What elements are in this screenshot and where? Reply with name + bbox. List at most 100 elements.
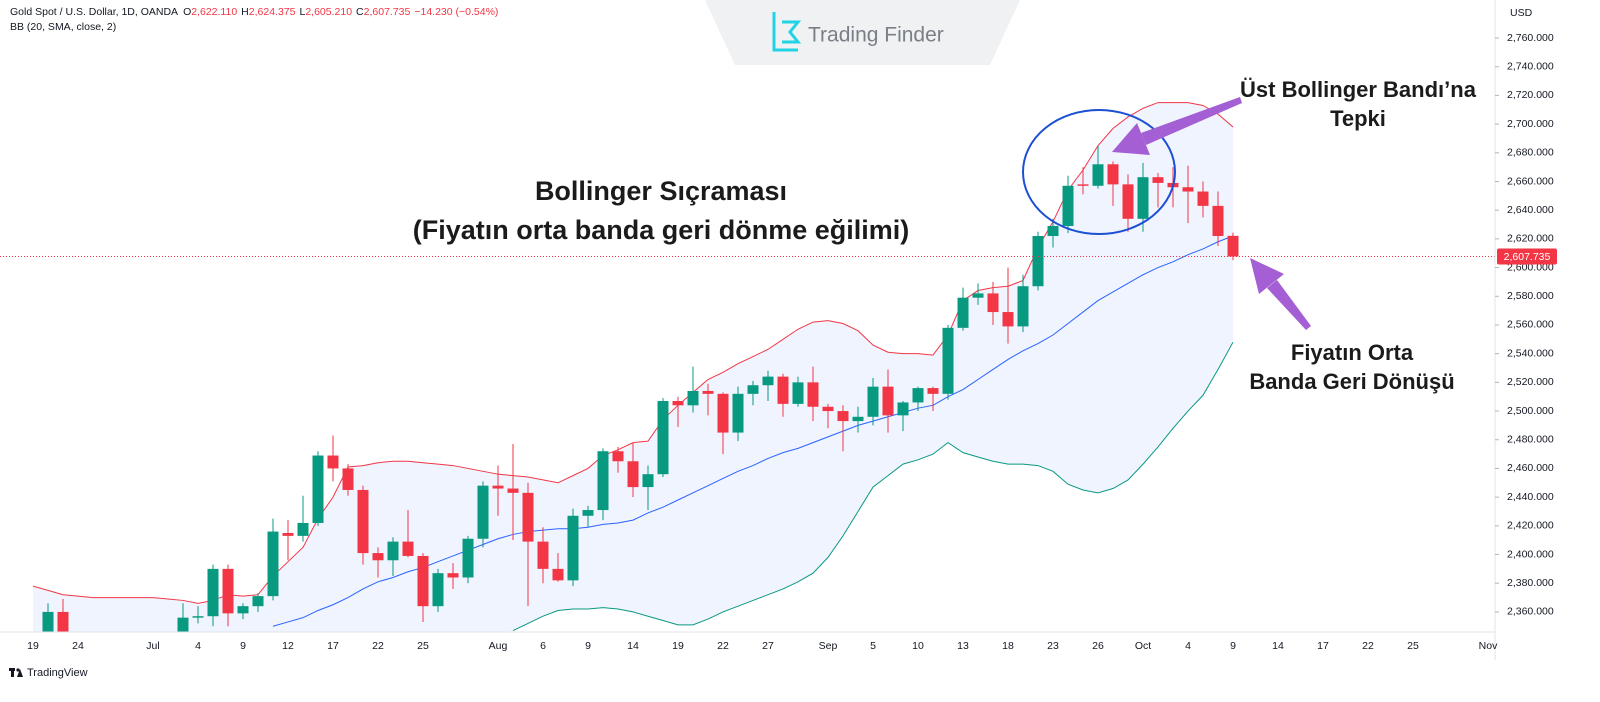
x-tick-label: Jul bbox=[146, 640, 159, 652]
candle-body bbox=[1197, 191, 1209, 206]
candle-body bbox=[462, 538, 474, 578]
x-tick-label: 18 bbox=[1002, 640, 1014, 652]
candle-body bbox=[972, 293, 984, 298]
candle-body bbox=[57, 611, 69, 632]
band-fill bbox=[33, 102, 1233, 632]
candle-body bbox=[987, 293, 999, 313]
x-tick-label: 9 bbox=[585, 640, 591, 652]
y-tick-label: 2,740.000 bbox=[1507, 60, 1554, 72]
candle-body bbox=[252, 596, 264, 607]
y-tick-label: 2,500.000 bbox=[1507, 405, 1554, 417]
y-tick-label: 2,380.000 bbox=[1507, 577, 1554, 589]
indicator-label: BB (20, SMA, close, 2) bbox=[10, 21, 116, 33]
currency-label: USD bbox=[1510, 7, 1533, 19]
candle-body bbox=[1122, 184, 1134, 219]
candle-body bbox=[1047, 225, 1059, 237]
candle-body bbox=[327, 455, 339, 469]
candle-body bbox=[732, 393, 744, 433]
y-tick-label: 2,540.000 bbox=[1507, 347, 1554, 359]
x-tick-label: Aug bbox=[489, 640, 508, 652]
candle-body bbox=[192, 616, 204, 618]
y-tick-label: 2,420.000 bbox=[1507, 520, 1554, 532]
candle-body bbox=[882, 386, 894, 416]
candle-body bbox=[282, 533, 294, 536]
candle-body bbox=[177, 617, 189, 632]
candle-body bbox=[297, 522, 309, 536]
x-tick-label: 26 bbox=[1092, 640, 1104, 652]
candle-body bbox=[702, 390, 714, 394]
candle-body bbox=[1107, 164, 1119, 185]
y-tick-label: 2,660.000 bbox=[1507, 175, 1554, 187]
candle-body bbox=[687, 390, 699, 406]
candle-body bbox=[1017, 286, 1029, 327]
candle-body bbox=[792, 382, 804, 404]
candle-body bbox=[537, 541, 549, 569]
x-tick-label: 25 bbox=[417, 640, 429, 652]
candle-body bbox=[402, 541, 414, 556]
x-tick-label: 10 bbox=[912, 640, 924, 652]
y-tick-label: 2,700.000 bbox=[1507, 118, 1554, 130]
candle-body bbox=[492, 485, 504, 489]
annotation: Üst Bollinger Bandı’na bbox=[1240, 77, 1477, 102]
candle-body bbox=[312, 455, 324, 523]
candle-body bbox=[672, 401, 684, 406]
y-tick-label: 2,440.000 bbox=[1507, 491, 1554, 503]
candle-body bbox=[762, 376, 774, 386]
x-tick-label: 19 bbox=[672, 640, 684, 652]
y-tick-label: 2,640.000 bbox=[1507, 204, 1554, 216]
candle-body bbox=[837, 411, 849, 422]
arrow bbox=[1112, 97, 1242, 155]
x-tick-label: 14 bbox=[627, 640, 639, 652]
candle-body bbox=[567, 515, 579, 581]
candle-body bbox=[717, 393, 729, 433]
candle-body bbox=[807, 382, 819, 407]
candle-body bbox=[522, 492, 534, 542]
watermark-text: Trading Finder bbox=[808, 24, 944, 47]
candle-body bbox=[777, 376, 789, 404]
ohlc-key: C bbox=[356, 6, 364, 18]
candle-body bbox=[207, 568, 219, 617]
footer-brand: TradingView bbox=[27, 667, 88, 679]
x-tick-label: Oct bbox=[1135, 640, 1151, 652]
symbol: Gold Spot / U.S. Dollar, 1D, OANDA bbox=[10, 6, 178, 18]
x-tick-label: 22 bbox=[1362, 640, 1374, 652]
candle-body bbox=[1077, 184, 1089, 186]
plot-area bbox=[0, 102, 1495, 632]
ohlc-value: 2,605.210 bbox=[305, 6, 352, 18]
x-tick-label: 4 bbox=[195, 640, 201, 652]
candle-body bbox=[1092, 164, 1104, 186]
candle-body bbox=[267, 531, 279, 597]
x-tick-label: 22 bbox=[717, 640, 729, 652]
ohlc-key: L bbox=[299, 6, 305, 18]
y-tick-label: 2,400.000 bbox=[1507, 548, 1554, 560]
candle-body bbox=[1032, 236, 1044, 287]
candle-body bbox=[642, 474, 654, 488]
ohlc-value: 2,622.110 bbox=[191, 6, 237, 18]
candle-body bbox=[597, 451, 609, 511]
candle-body bbox=[1212, 205, 1224, 237]
annotation: Tepki bbox=[1330, 106, 1386, 131]
y-tick-label: 2,720.000 bbox=[1507, 89, 1554, 101]
candle-body bbox=[1152, 177, 1164, 183]
x-tick-label: 12 bbox=[282, 640, 294, 652]
y-tick-label: 2,680.000 bbox=[1507, 147, 1554, 159]
watermark-logo-icon bbox=[772, 12, 802, 52]
last-price-box bbox=[1497, 248, 1557, 265]
ohlc-key: H bbox=[241, 6, 249, 18]
ohlc-key: O bbox=[183, 6, 191, 18]
annotation: Fiyatın Orta bbox=[1291, 340, 1414, 365]
candle-body bbox=[1137, 177, 1149, 219]
y-tick-label: 2,360.000 bbox=[1507, 606, 1554, 618]
candle-body bbox=[1002, 312, 1014, 327]
y-tick-label: 2,560.000 bbox=[1507, 319, 1554, 331]
candle-body bbox=[342, 468, 354, 490]
x-tick-label: Nov bbox=[1479, 640, 1498, 652]
x-tick-label: 17 bbox=[1317, 640, 1329, 652]
tradingview-logo bbox=[9, 668, 23, 677]
x-tick-label: 9 bbox=[240, 640, 246, 652]
candle-body bbox=[612, 451, 624, 462]
candle-body bbox=[372, 553, 384, 561]
x-tick-label: 14 bbox=[1272, 640, 1284, 652]
